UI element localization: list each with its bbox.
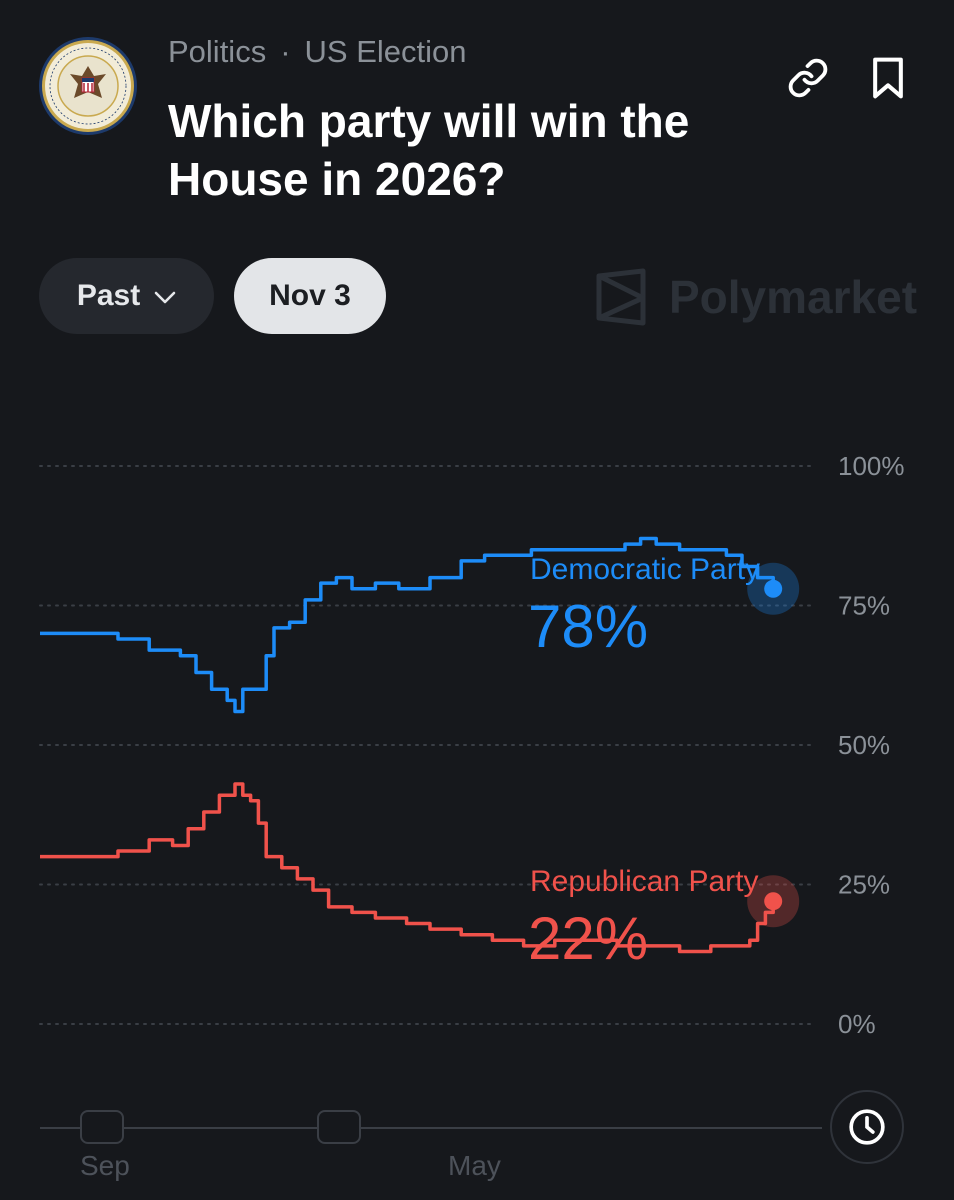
y-axis-ticks: 100% 75% 50% 25% 0% xyxy=(838,451,905,1039)
date-selector-label: Nov 3 xyxy=(269,279,351,312)
history-button[interactable] xyxy=(830,1090,904,1164)
timeline-handle-left[interactable] xyxy=(80,1110,124,1144)
timeline-label-may: May xyxy=(448,1150,501,1181)
y-tick-label: 100% xyxy=(838,451,905,481)
y-tick-label: 25% xyxy=(838,870,890,900)
series-labels: Democratic Party 78% Republican Party 22% xyxy=(528,553,760,972)
endpoint-dot xyxy=(764,579,783,598)
bookmark-button[interactable] xyxy=(865,55,911,101)
polymarket-wordmark: Polymarket xyxy=(669,271,918,323)
breadcrumb-politics[interactable]: Politics xyxy=(168,34,267,69)
series-line xyxy=(40,536,775,714)
y-tick-label: 50% xyxy=(838,730,890,760)
probability-chart: 100% 75% 50% 25% 0% Democratic Party 78% Repub… xyxy=(39,451,905,1039)
timeline-scrubber[interactable]: Sep May xyxy=(0,1090,954,1200)
series-value-label: 78% xyxy=(528,593,648,660)
clock-icon xyxy=(849,1109,885,1145)
time-range-label: Past xyxy=(76,279,141,312)
market-title: Which party will win the House in 2026? xyxy=(168,95,690,205)
chart-grid xyxy=(39,465,816,1025)
date-selector-pill[interactable]: Nov 3 xyxy=(234,258,386,334)
header: Politics · US Election Which party will wi… xyxy=(0,0,954,240)
timeline-handle-right[interactable] xyxy=(317,1110,361,1144)
series-name-label: Republican Party xyxy=(530,865,758,898)
link-icon xyxy=(788,58,828,98)
timeline-track[interactable] xyxy=(40,1127,822,1129)
polymarket-logo-icon xyxy=(596,268,646,326)
y-tick-label: 0% xyxy=(838,1009,876,1039)
copy-link-button[interactable] xyxy=(785,55,831,101)
chart-controls: Past Nov 3 Polymarket xyxy=(0,256,954,336)
house-seal-logo xyxy=(39,37,137,135)
time-range-dropdown[interactable]: Past xyxy=(39,258,214,334)
polymarket-watermark: Polymarket xyxy=(595,268,925,328)
chevron-down-icon xyxy=(154,279,176,313)
breadcrumb-us-election[interactable]: US Election xyxy=(304,34,467,69)
breadcrumb: Politics · US Election xyxy=(168,34,467,70)
series-name-label: Democratic Party xyxy=(530,553,760,586)
series-value-label: 22% xyxy=(528,905,648,972)
breadcrumb-separator: · xyxy=(280,34,291,69)
series-line xyxy=(40,782,775,954)
bookmark-icon xyxy=(873,57,903,99)
timeline-label-sep: Sep xyxy=(80,1150,130,1181)
endpoint-dot xyxy=(764,892,783,911)
y-tick-label: 75% xyxy=(838,591,890,621)
chart-series xyxy=(40,536,800,954)
